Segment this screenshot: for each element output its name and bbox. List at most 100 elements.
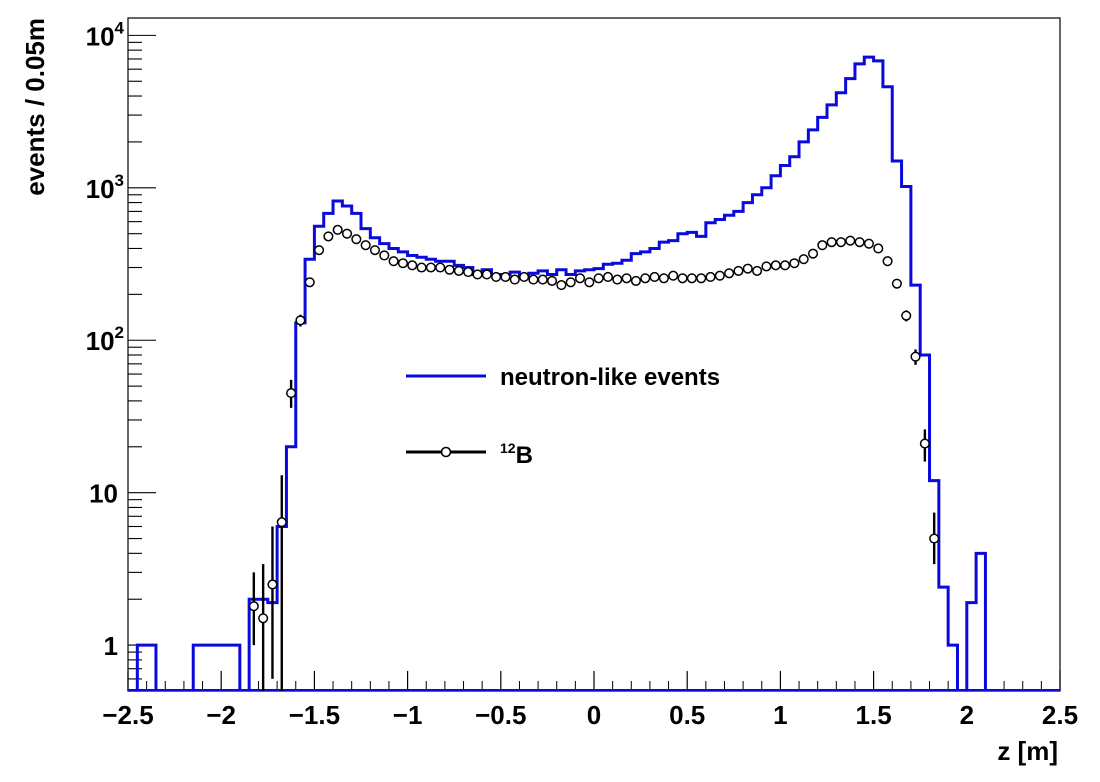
b12-data-point — [425, 262, 436, 273]
b12-data-point — [295, 315, 306, 326]
b12-data-point — [863, 238, 874, 249]
b12-data-point — [537, 274, 548, 285]
b12-data-point — [891, 278, 902, 289]
b12-data-point — [491, 271, 502, 283]
b12-data-point — [500, 271, 511, 283]
y-axis-ticks: 1 10 102 103 104 — [86, 18, 156, 692]
y-tick-label: 102 — [86, 323, 124, 356]
b12-data-point — [640, 273, 651, 284]
b12-data-point — [519, 271, 530, 283]
b12-data-point — [696, 273, 707, 284]
b12-data-point — [752, 265, 763, 276]
x-tick-label: 2.5 — [1042, 700, 1078, 730]
x-tick-label: 1.5 — [856, 700, 892, 730]
b12-data-point — [388, 256, 399, 267]
b12-data-point — [248, 601, 259, 612]
b12-data-point — [528, 274, 539, 285]
b12-data-point — [341, 228, 353, 239]
b12-data-point — [397, 258, 408, 269]
b12-data-point — [807, 248, 819, 259]
y-axis-label: events / 0.05m — [20, 18, 50, 196]
b12-data-point — [882, 256, 893, 267]
b12-data-point — [565, 277, 576, 288]
b12-data-point — [584, 277, 595, 288]
b12-data-point — [761, 261, 772, 272]
b12-data-point — [724, 268, 735, 279]
b12-data-point — [835, 237, 847, 248]
legend: neutron-like events 12B — [406, 364, 720, 469]
legend-neutron-label: neutron-like events — [500, 364, 720, 391]
b12-data-point — [919, 438, 930, 449]
b12-data-point — [276, 517, 287, 528]
b12-data-point — [798, 254, 809, 265]
neutron-histogram-step — [247, 55, 959, 691]
x-tick-label: −1 — [393, 700, 423, 730]
b12-data-point — [369, 245, 381, 256]
b12-data-point — [910, 351, 921, 362]
x-tick-label: 0 — [587, 700, 601, 730]
x-tick-label: −2.5 — [102, 700, 153, 730]
b12-data-point — [649, 271, 660, 283]
b12-data-point — [705, 271, 716, 283]
b12-data-point — [323, 231, 334, 242]
neutron-histogram-step — [135, 643, 158, 691]
b12-data-point — [845, 235, 856, 246]
b12-data-point — [714, 270, 725, 281]
b12-data-point — [472, 269, 483, 280]
x-tick-label: 2 — [960, 700, 974, 730]
b12-data-point — [332, 224, 343, 235]
b12-data-point — [658, 273, 669, 284]
b12-data-point — [742, 263, 753, 274]
y-tick-label: 10 — [89, 479, 118, 509]
b12-data-point — [453, 265, 464, 276]
b12-data-point — [668, 270, 679, 281]
b12-data-point — [258, 613, 269, 624]
b12-data-point — [444, 264, 455, 275]
b12-data-point — [463, 267, 474, 278]
b12-data-point — [612, 274, 623, 285]
b12-data-point — [481, 269, 492, 280]
b12-data-point — [630, 275, 641, 286]
b12-data-point — [574, 273, 586, 284]
b12-data-point — [593, 273, 604, 284]
b12-data-point — [901, 310, 912, 321]
b12-data-point — [602, 271, 614, 283]
y-tick-label: 104 — [86, 18, 125, 51]
b12-data-point — [360, 240, 371, 251]
legend-b12-superscript: 12 — [500, 440, 516, 456]
legend-b12-main: B — [516, 442, 533, 469]
b12-data-point — [854, 237, 865, 248]
b12-data-point — [267, 579, 278, 590]
neutron-series — [128, 55, 1060, 691]
x-tick-label: 0.5 — [669, 700, 705, 730]
x-axis-label: z [m] — [997, 736, 1058, 766]
y-tick-label: 103 — [86, 171, 124, 204]
b12-data-point — [789, 258, 800, 269]
b12-data-point — [556, 280, 567, 291]
b12-series — [248, 224, 940, 691]
b12-data-point — [314, 245, 325, 256]
b12-data-point — [770, 260, 781, 271]
b12-data-point — [677, 273, 688, 284]
b12-data-point — [547, 275, 558, 286]
neutron-histogram-step — [191, 643, 242, 691]
b12-data-point — [379, 250, 390, 261]
b12-data-point — [817, 240, 828, 251]
x-tick-label: −1.5 — [289, 700, 340, 730]
b12-data-point — [733, 265, 744, 276]
b12-data-point — [686, 273, 697, 284]
b12-data-point — [286, 388, 297, 399]
neutron-histogram-step — [965, 551, 987, 691]
b12-data-point — [826, 237, 837, 248]
b12-data-point — [304, 277, 315, 288]
x-axis-ticks: −2.5 −2 −1.5 −1 −0.5 0 0.5 1 1.5 2 2.5 — [102, 671, 1078, 730]
b12-data-point — [929, 533, 940, 544]
b12-data-point — [351, 234, 362, 245]
b12-data-point — [416, 262, 427, 273]
legend-b12-marker — [440, 446, 452, 458]
x-tick-label: 1 — [773, 700, 787, 730]
y-tick-label: 1 — [104, 631, 118, 661]
b12-data-point — [509, 274, 520, 285]
b12-data-point — [621, 273, 632, 284]
